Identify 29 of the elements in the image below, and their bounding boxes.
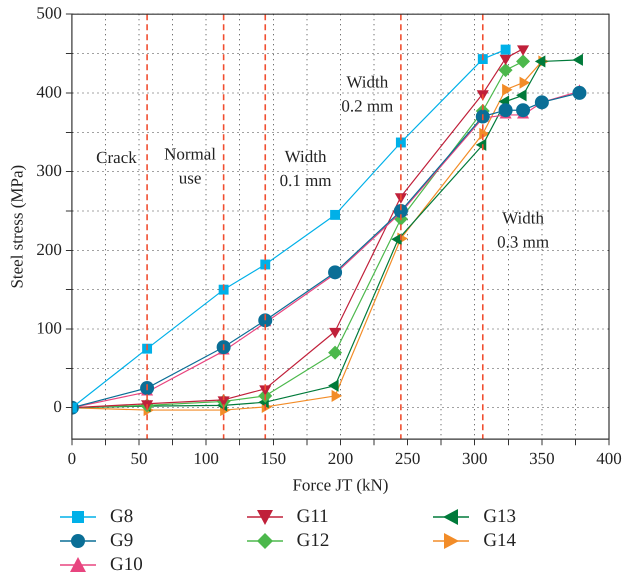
y-tick-label: 300: [36, 161, 62, 180]
x-tick-label: 0: [68, 448, 76, 468]
x-tick-label: 50: [130, 448, 148, 468]
y-tick-label: 100: [36, 318, 62, 338]
x-tick-label: 350: [529, 448, 555, 468]
legend-label: G9: [110, 530, 134, 552]
legend-label: G12: [296, 530, 330, 552]
annotation: Normal use: [164, 144, 216, 188]
annotation: Width 0.3 mm: [497, 208, 550, 252]
x-axis-title: Force JT (kN): [292, 475, 388, 494]
x-tick-label: 100: [193, 448, 219, 468]
y-axis-title: Steel stress (MPa): [8, 164, 27, 289]
legend-label: G11: [296, 506, 329, 528]
y-tick-label: 0: [53, 397, 62, 416]
annotation: Width 0.1 mm: [280, 146, 332, 190]
x-tick-label: 200: [328, 448, 354, 468]
legend-label: G10: [110, 554, 143, 576]
legend-label: G14: [483, 530, 516, 552]
x-tick-label: 250: [394, 448, 420, 468]
annotation: Crack: [96, 148, 138, 168]
x-tick-label: 400: [596, 448, 622, 468]
legend-label: G8: [110, 506, 134, 528]
y-tick-label: 400: [36, 82, 62, 102]
y-tick-label: 500: [36, 4, 62, 23]
x-tick-label: 150: [260, 448, 286, 468]
legend-label: G13: [483, 506, 516, 528]
annotation: Width 0.2 mm: [341, 72, 394, 116]
x-tick-label: 300: [462, 448, 488, 468]
y-tick-label: 200: [36, 240, 62, 259]
